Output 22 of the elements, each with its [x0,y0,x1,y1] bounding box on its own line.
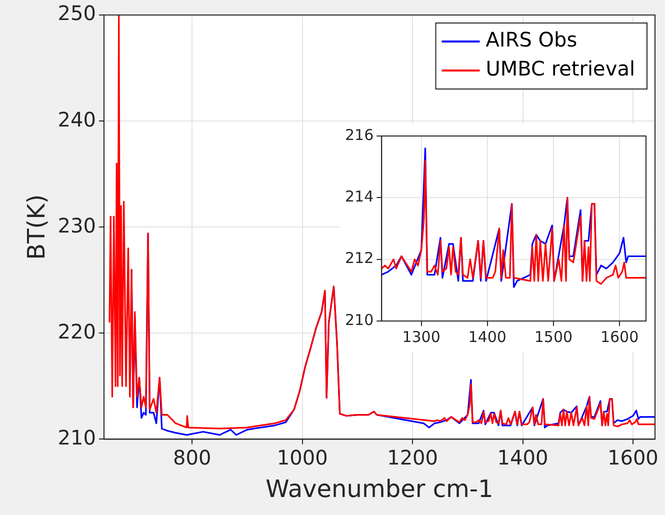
x-tick-label: 1500 [534,328,573,346]
x-tick-label: 1600 [608,445,658,470]
y-tick-label: 212 [344,249,374,268]
x-axis-title: Wavenumber cm-1 [266,474,494,503]
y-tick-label: 250 [58,1,96,26]
y-axis-title: BT(K) [22,194,51,260]
y-tick-label: 214 [344,188,374,206]
y-tick-label: 240 [58,107,96,132]
legend-label: AIRS Obs [486,28,578,52]
x-tick-label: 1000 [276,445,328,470]
y-tick-label: 210 [58,425,96,450]
x-tick-label: 1400 [497,445,548,470]
x-tick-label: 1600 [600,328,639,346]
x-tick-label: 800 [173,445,212,470]
x-tick-label: 1200 [387,445,438,470]
x-tick-label: 1400 [468,328,506,346]
y-tick-label: 216 [344,126,374,144]
y-tick-label: 230 [58,213,96,238]
y-tick-label: 220 [58,319,96,344]
y-tick-label: 210 [344,310,374,329]
legend-label: UMBC retrieval [486,56,635,81]
x-tick-label: 1300 [402,328,440,346]
